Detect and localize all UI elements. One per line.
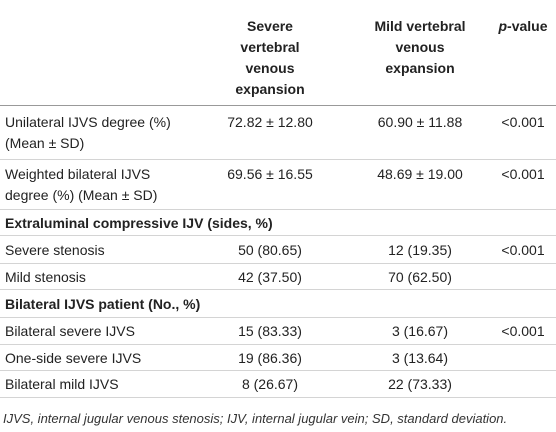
row-label: One-side severe IJVS bbox=[5, 348, 205, 369]
label-line: Mild stenosis bbox=[5, 269, 86, 285]
value-cell: 19 (86.36) bbox=[238, 350, 302, 366]
data-row: Mild stenosis 42 (37.50) 70 (62.50) bbox=[0, 264, 556, 290]
value-cell: 3 (16.67) bbox=[391, 323, 449, 339]
row-label: Bilateral severe IJVS bbox=[5, 321, 205, 342]
p-rest: -value bbox=[507, 18, 548, 34]
value-cell: 22 (73.33) bbox=[388, 376, 452, 392]
footnote: IJVS, internal jugular venous stenosis; … bbox=[3, 411, 508, 426]
row-label: Unilateral IJVS degree (%) (Mean ± SD) bbox=[5, 112, 205, 154]
label-line: Unilateral IJVS degree (%) bbox=[5, 114, 171, 130]
label-line: Weighted bilateral IJVS bbox=[5, 166, 151, 182]
label-line: degree (%) (Mean ± SD) bbox=[5, 187, 158, 203]
label-line: One-side severe IJVS bbox=[5, 350, 142, 366]
data-row: Unilateral IJVS degree (%) (Mean ± SD) 72.… bbox=[0, 106, 556, 160]
column-header: p-value bbox=[490, 16, 556, 37]
data-row: Weighted bilateral IJVS degree (%) (Mean … bbox=[0, 160, 556, 210]
value-cell: 69.56 ± 16.55 bbox=[227, 166, 313, 182]
value-cell: 42 (37.50) bbox=[238, 269, 302, 285]
value-cell: <0.001 bbox=[501, 166, 545, 182]
value-cell: 50 (80.65) bbox=[238, 242, 302, 258]
section-label: Bilateral IJVS patient (No., %) bbox=[5, 296, 201, 312]
value-cell: 3 (13.64) bbox=[391, 350, 449, 366]
data-row: One-side severe IJVS 19 (86.36) 3 (13.64) bbox=[0, 345, 556, 371]
header-line: expansion bbox=[235, 81, 305, 97]
value-cell: 72.82 ± 12.80 bbox=[227, 114, 313, 130]
section-row: Extraluminal compressive IJV (sides, %) bbox=[0, 210, 556, 236]
data-row: Severe stenosis 50 (80.65) 12 (19.35) <0.00… bbox=[0, 236, 556, 264]
section-row: Bilateral IJVS patient (No., %) bbox=[0, 290, 556, 318]
value-cell: <0.001 bbox=[501, 114, 545, 130]
value-cell: 48.69 ± 19.00 bbox=[377, 166, 463, 182]
row-label: Severe stenosis bbox=[5, 240, 205, 261]
value-cell: 70 (62.50) bbox=[388, 269, 452, 285]
row-label: Bilateral mild IJVS bbox=[5, 374, 205, 395]
label-line: Bilateral severe IJVS bbox=[5, 323, 135, 339]
header-line: expansion bbox=[385, 60, 455, 76]
row-label: Weighted bilateral IJVS degree (%) (Mean … bbox=[5, 164, 205, 206]
data-row: Bilateral mild IJVS 8 (26.67) 22 (73.33) bbox=[0, 371, 556, 398]
label-line: (Mean ± SD) bbox=[5, 135, 85, 151]
column-header: Severe vertebral venous expansion bbox=[200, 16, 340, 100]
value-cell: 60.90 ± 11.88 bbox=[377, 114, 463, 130]
header-line: venous bbox=[395, 39, 445, 55]
value-cell: <0.001 bbox=[501, 323, 545, 339]
value-cell: <0.001 bbox=[501, 242, 545, 258]
column-header: Mild vertebral venous expansion bbox=[350, 16, 490, 79]
section-label: Extraluminal compressive IJV (sides, %) bbox=[5, 215, 273, 231]
header-line: vertebral bbox=[240, 39, 300, 55]
label-line: Bilateral mild IJVS bbox=[5, 376, 119, 392]
header-line: venous bbox=[245, 60, 295, 76]
header-row: Severe vertebral venous expansion Mild verte… bbox=[0, 0, 556, 106]
p-italic: p bbox=[498, 18, 508, 34]
data-row: Bilateral severe IJVS 15 (83.33) 3 (16.67)… bbox=[0, 318, 556, 345]
header-line: Mild vertebral bbox=[374, 18, 466, 34]
row-label: Mild stenosis bbox=[5, 267, 205, 288]
header-line: Severe bbox=[247, 18, 293, 34]
value-cell: 12 (19.35) bbox=[388, 242, 452, 258]
value-cell: 15 (83.33) bbox=[238, 323, 302, 339]
value-cell: 8 (26.67) bbox=[241, 376, 299, 392]
label-line: Severe stenosis bbox=[5, 242, 105, 258]
